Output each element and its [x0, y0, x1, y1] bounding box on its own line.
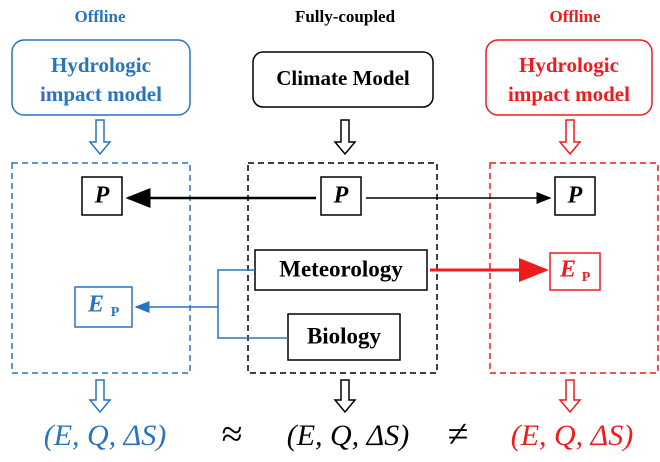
model-label: impact model [508, 82, 630, 106]
node-box [287, 313, 401, 361]
node-box [554, 176, 596, 216]
model-box [11, 39, 191, 116]
node-label: E [559, 257, 576, 283]
model-label: impact model [40, 82, 162, 106]
model-box [485, 39, 653, 116]
header: Offline [550, 7, 601, 26]
group-box [11, 162, 191, 374]
node-box [81, 176, 123, 216]
group-box [247, 162, 438, 374]
node-subscript: P [582, 270, 591, 285]
model-box [252, 51, 434, 108]
node-label: P [94, 183, 110, 209]
output: (E, Q, ΔS) [44, 419, 167, 452]
model-label: Hydrologic [51, 53, 151, 77]
relation: ≠ [448, 414, 469, 456]
node-box [74, 286, 133, 328]
connector [137, 269, 288, 339]
node-subscript: P [111, 305, 120, 320]
node-label: Meteorology [279, 256, 403, 281]
header: Fully-coupled [295, 7, 396, 26]
node-label: P [567, 183, 583, 209]
output: (E, Q, ΔS) [287, 419, 410, 452]
header: Offline [75, 7, 126, 26]
node-label: P [333, 183, 349, 209]
hollow-arrows [88, 119, 582, 414]
node-box [320, 176, 362, 216]
group-box [489, 162, 659, 374]
node-label: E [87, 292, 104, 318]
model-label: Hydrologic [519, 53, 619, 77]
model-label: Climate Model [276, 66, 410, 90]
relation: ≈ [222, 414, 243, 456]
output: (E, Q, ΔS) [511, 419, 634, 452]
node-label: Biology [307, 323, 382, 348]
node-box [549, 252, 601, 291]
